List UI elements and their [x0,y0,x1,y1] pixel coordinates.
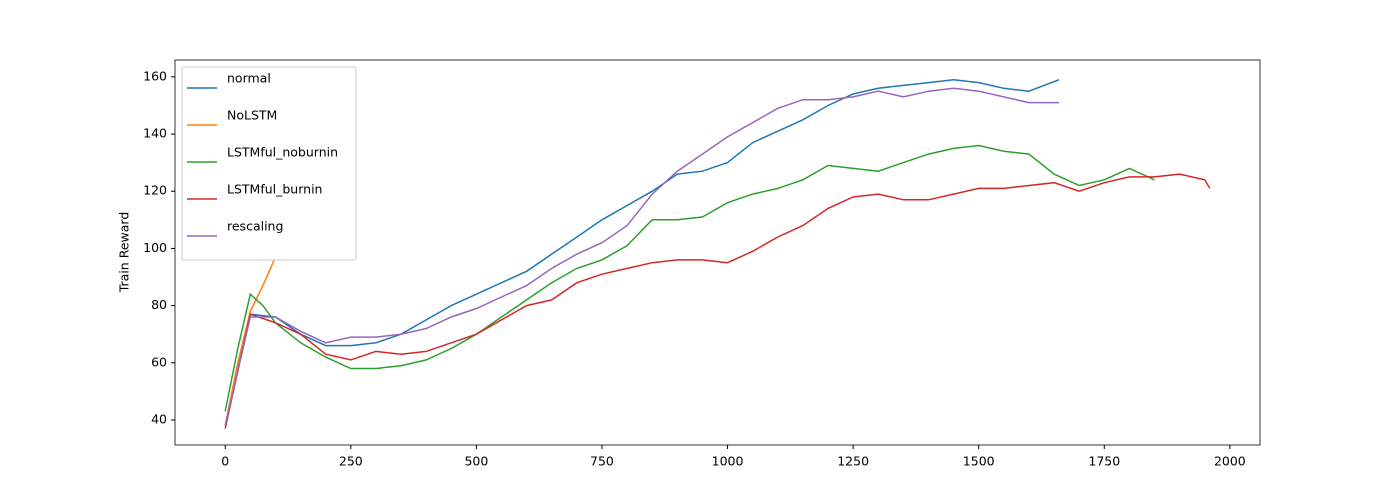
legend-box [181,66,357,261]
x-tick-label: 1250 [837,454,869,469]
x-tick-label: 1000 [712,454,744,469]
legend-label: normal [227,71,271,86]
series-line [224,87,1060,426]
y-tick-label: 80 [151,297,167,312]
y-tick-label: 40 [151,411,167,426]
x-tick-label: 1500 [963,454,995,469]
y-tick-label: 100 [143,240,167,255]
x-tick-label: 2000 [1214,454,1246,469]
x-tick-label: 0 [221,454,229,469]
series-line [224,173,1211,429]
y-tick-label: 140 [143,126,167,141]
y-tick-label: 60 [151,354,167,369]
y-axis-label: Train Reward [117,212,132,294]
legend-label: LSTMful_burnin [227,182,322,197]
legend-label: LSTMful_noburnin [227,145,338,160]
x-tick-label: 750 [590,454,614,469]
x-tick-label: 500 [464,454,488,469]
series-line [224,78,1060,426]
legend-label: rescaling [227,219,283,234]
x-tick-label: 1750 [1088,454,1120,469]
x-tick-label: 250 [339,454,363,469]
plot-frame [174,59,1261,446]
y-tick-label: 160 [143,68,167,83]
legend-label: NoLSTM [227,108,277,123]
series-line [224,144,1155,412]
y-tick-label: 120 [143,183,167,198]
